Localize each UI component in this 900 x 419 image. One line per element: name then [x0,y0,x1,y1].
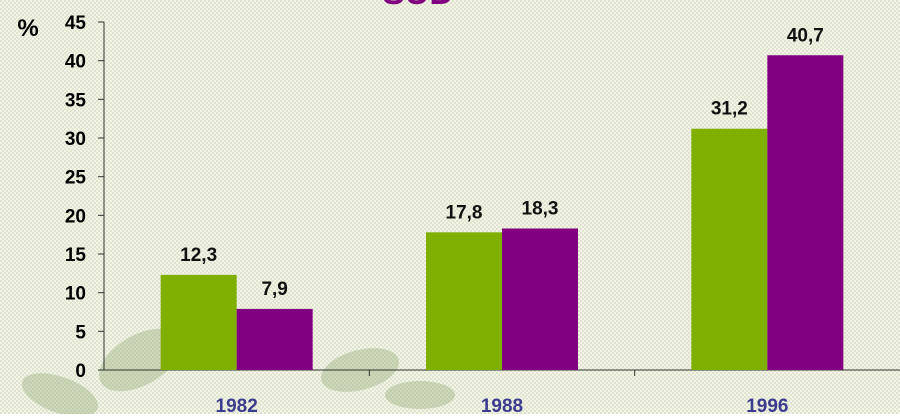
y-tick-label: 45 [65,13,87,34]
y-tick-label: 15 [65,245,87,266]
x-tick-label: 1996 [746,396,788,414]
bar [767,55,844,371]
bar [236,308,313,370]
bar [502,228,578,370]
y-tick-label: 40 [65,52,86,73]
value-label: 18,3 [522,198,559,219]
y-tick-label: 20 [65,206,86,227]
y-tick-label: 35 [65,90,87,111]
y-tick-label: 5 [75,322,86,343]
y-tick-label: 10 [65,284,86,305]
value-label: 12,3 [180,245,217,266]
value-label: 7,9 [261,279,287,300]
bar [160,274,237,370]
x-tick-label: 1988 [481,396,523,414]
x-tick-label: 1982 [216,396,258,414]
bar [426,232,502,370]
y-tick-label: 0 [75,361,86,382]
value-label: 40,7 [787,25,824,46]
y-tick-label: 30 [65,129,86,150]
y-tick-label: 25 [65,168,87,189]
y-axis-label: % [17,15,38,42]
bar [691,128,768,370]
value-label: 31,2 [711,99,748,120]
chart-title: SUD [382,0,454,12]
value-label: 17,8 [446,202,483,223]
